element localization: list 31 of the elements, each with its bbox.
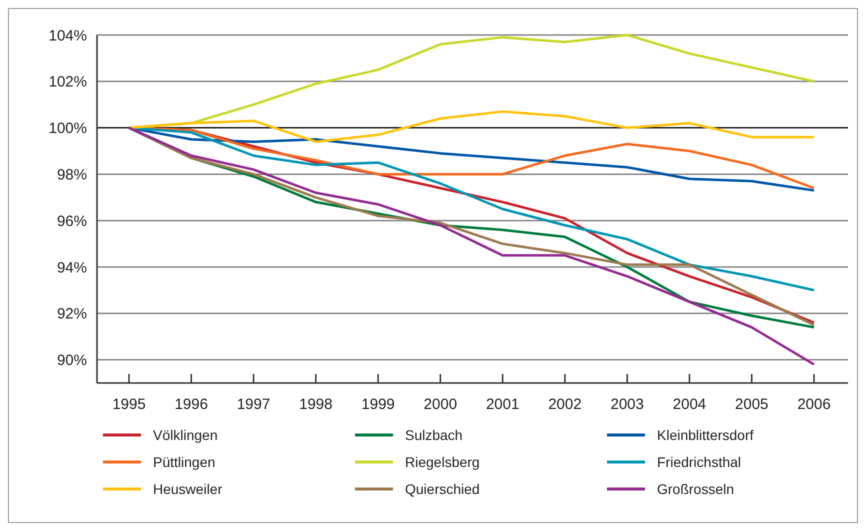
x-tick-label: 1999 [361, 396, 395, 413]
y-tick-label: 94% [56, 259, 87, 276]
x-tick-label: 2004 [672, 396, 706, 413]
x-tick-label: 2002 [548, 396, 582, 413]
x-tick-label: 2003 [610, 396, 644, 413]
legend-label: Großrosseln [657, 480, 734, 497]
legend-label: Sulzbach [405, 426, 463, 443]
y-tick-label: 100% [48, 120, 87, 138]
x-tick-label: 1998 [299, 396, 333, 413]
legend-label: Püttlingen [153, 454, 216, 470]
x-tick-label: 2000 [424, 396, 458, 413]
legend-label: Heusweiler [153, 480, 223, 497]
line-series [128, 110, 816, 143]
y-tick-label: 104% [48, 27, 87, 44]
x-tick-label: 1995 [112, 396, 146, 413]
x-tick-label: 2001 [486, 396, 520, 413]
legend-label: Friedrichsthal [657, 454, 742, 470]
y-tick-label: 98% [56, 166, 87, 184]
legend-label: Kleinblittersdorf [657, 426, 754, 443]
x-tick-label: 1996 [174, 396, 208, 413]
y-tick-label: 96% [56, 212, 87, 230]
legend-label: Riegelsberg [405, 454, 480, 470]
x-tick-label: 2005 [735, 396, 768, 413]
y-tick-label: 102% [48, 74, 87, 91]
legend-label: Quierschied [405, 480, 480, 497]
legend-label: Völklingen [153, 426, 218, 443]
x-tick-label: 2006 [797, 396, 831, 413]
y-tick-label: 92% [56, 306, 87, 323]
x-tick-label: 1997 [236, 396, 270, 413]
line-series [128, 126, 816, 366]
y-tick-label: 90% [56, 352, 87, 370]
